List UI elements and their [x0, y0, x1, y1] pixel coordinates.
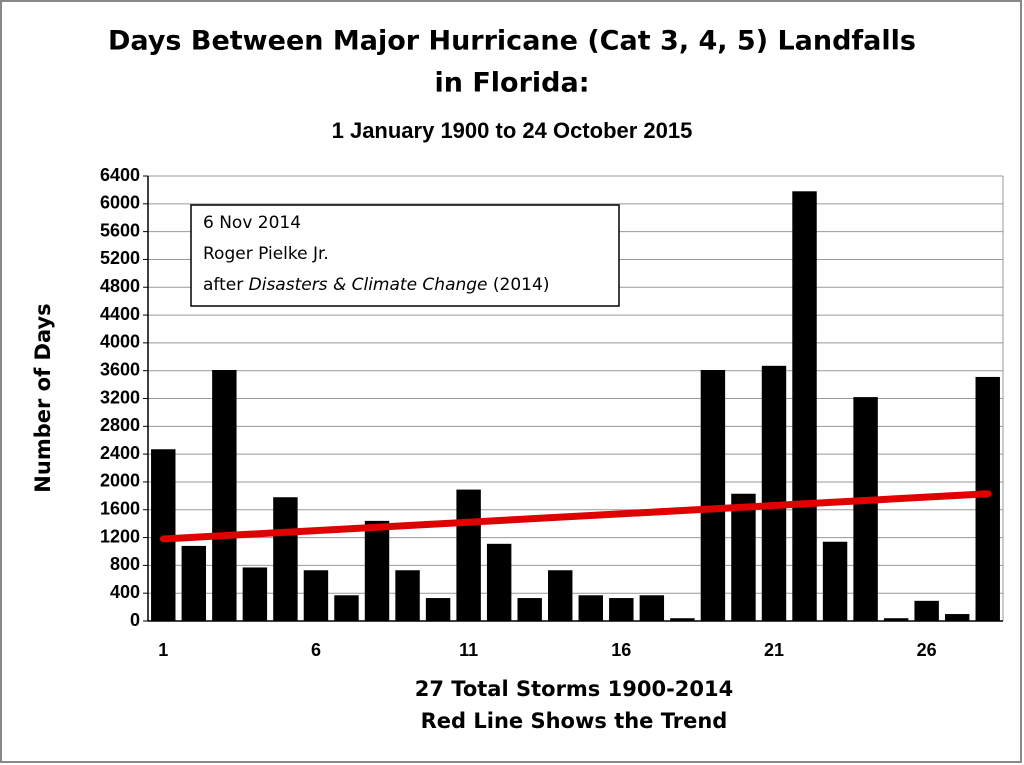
bar [364, 520, 390, 621]
bar [639, 595, 665, 621]
bar [395, 570, 420, 621]
y-tick-label: 3200 [100, 387, 140, 407]
y-tick-label: 6000 [100, 193, 140, 213]
y-tick-label: 6400 [100, 165, 140, 185]
annotation-part: Disasters & Climate Change [249, 275, 488, 295]
annotation-text: after Disasters & Climate Change (2014) [203, 275, 549, 295]
trend-line [159, 490, 992, 543]
y-tick-label: 400 [110, 582, 140, 602]
chart-title: in Florida: [434, 68, 589, 99]
chart-title: Days Between Major Hurricane (Cat 3, 4, … [108, 26, 916, 57]
x-tick-label: 1 [158, 640, 168, 660]
y-tick-label: 5600 [100, 220, 140, 240]
y-tick-label: 4400 [100, 304, 140, 324]
y-tick-label: 5200 [100, 248, 140, 268]
bar [273, 497, 298, 621]
bar [303, 570, 329, 621]
y-tick-label: 1600 [100, 499, 140, 519]
annotation-box [190, 204, 620, 307]
x-tick-label: 21 [764, 640, 784, 660]
bar [181, 545, 207, 621]
x-axis-label: Red Line Shows the Trend [421, 709, 728, 733]
x-tick-label: 6 [311, 640, 321, 660]
bar [425, 598, 451, 621]
annotation-part: after [203, 275, 249, 295]
chart-subtitle: 1 January 1900 to 24 October 2015 [332, 118, 693, 143]
bar [670, 618, 695, 621]
bar [792, 191, 817, 621]
x-tick-label: 11 [459, 640, 478, 660]
annotation-text: Roger Pielke Jr. [203, 244, 329, 264]
bar [822, 541, 848, 621]
y-tick-label: 3600 [100, 359, 140, 379]
annotation-part: (2014) [488, 275, 550, 295]
bar [700, 369, 726, 621]
bar [975, 376, 1000, 621]
y-tick-label: 2000 [100, 471, 140, 491]
y-tick-label: 4000 [100, 332, 140, 352]
bar [212, 369, 237, 621]
y-tick-label: 800 [110, 554, 140, 574]
y-tick-label: 1200 [100, 526, 140, 546]
y-tick-label: 2800 [100, 415, 140, 435]
x-tick-label: 16 [611, 640, 631, 660]
bar [578, 595, 603, 621]
bar [548, 570, 573, 621]
annotation-text: 6 Nov 2014 [203, 213, 301, 233]
x-tick-label: 26 [917, 640, 937, 660]
bar [242, 567, 268, 621]
y-tick-label: 2400 [100, 443, 140, 463]
bar [609, 598, 634, 621]
y-tick-label: 4800 [100, 276, 140, 296]
x-axis-label: 27 Total Storms 1900-2014 [415, 677, 733, 701]
bar [883, 618, 909, 621]
bar [761, 365, 787, 621]
bar [914, 600, 939, 621]
bar [456, 489, 481, 621]
bar [334, 595, 359, 621]
bar [731, 493, 756, 621]
bar [517, 598, 542, 621]
bar [853, 397, 878, 621]
y-tick-label: 0 [130, 610, 140, 630]
y-axis-label: Number of Days [31, 303, 55, 492]
bar [486, 543, 512, 621]
bar [944, 614, 970, 621]
